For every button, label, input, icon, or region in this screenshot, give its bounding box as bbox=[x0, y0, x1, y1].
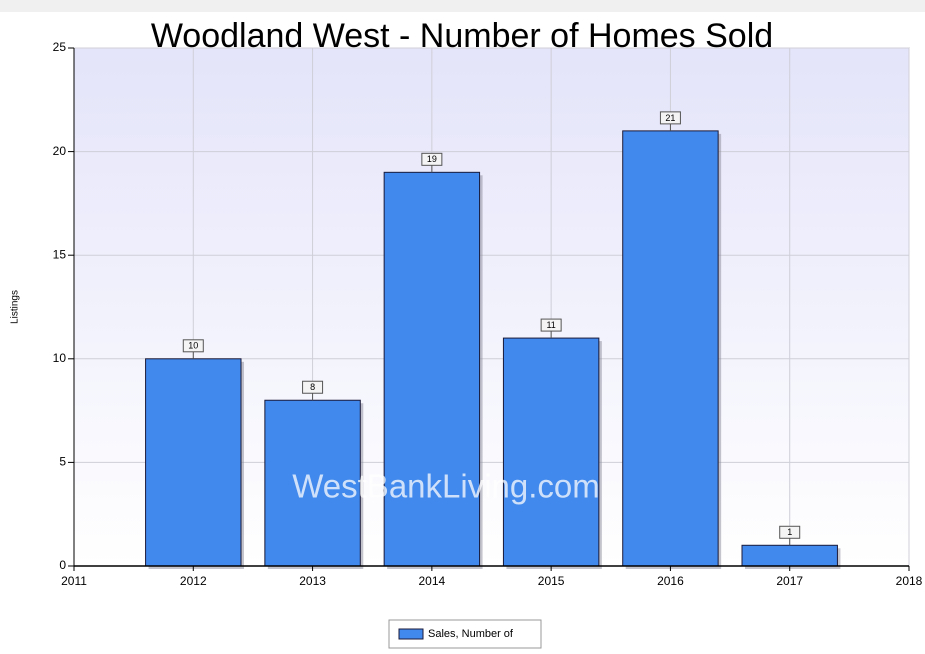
y-tick-label: 0 bbox=[59, 558, 66, 572]
y-tick-label: 20 bbox=[53, 144, 67, 158]
y-tick-label: 25 bbox=[53, 40, 67, 54]
bar bbox=[622, 130, 719, 567]
bar bbox=[383, 171, 481, 567]
y-axis-label: Listings bbox=[10, 290, 21, 324]
bar bbox=[264, 399, 361, 567]
x-tick-label: 2011 bbox=[61, 574, 87, 588]
y-tick-label: 10 bbox=[53, 351, 67, 365]
legend-label: Sales, Number of bbox=[428, 628, 514, 640]
x-tick-label: 2014 bbox=[419, 574, 446, 588]
bar bbox=[741, 544, 838, 567]
legend-swatch bbox=[398, 628, 424, 640]
x-tick-label: 2015 bbox=[538, 574, 565, 588]
watermark: WestBankLiving.com bbox=[292, 468, 600, 505]
top-strip bbox=[0, 0, 925, 12]
x-tick-label: 2018 bbox=[896, 574, 923, 588]
bar bbox=[145, 358, 242, 567]
data-label: 8 bbox=[310, 382, 315, 392]
data-label: 11 bbox=[546, 320, 555, 330]
x-tick-label: 2013 bbox=[299, 574, 326, 588]
y-tick-label: 15 bbox=[53, 247, 67, 261]
x-tick-label: 2012 bbox=[180, 574, 207, 588]
data-label: 10 bbox=[188, 341, 198, 351]
bar bbox=[502, 337, 600, 567]
data-label: 1 bbox=[787, 527, 792, 537]
marks: 10 8 19 11 21 1 bbox=[145, 111, 841, 569]
data-label: 21 bbox=[665, 113, 675, 123]
y-tick-label: 5 bbox=[59, 455, 66, 469]
x-tick-label: 2016 bbox=[657, 574, 684, 588]
x-tick-label: 2017 bbox=[776, 574, 803, 588]
chart-title: Woodland West - Number of Homes Sold bbox=[151, 17, 773, 55]
data-label: 19 bbox=[427, 154, 437, 164]
